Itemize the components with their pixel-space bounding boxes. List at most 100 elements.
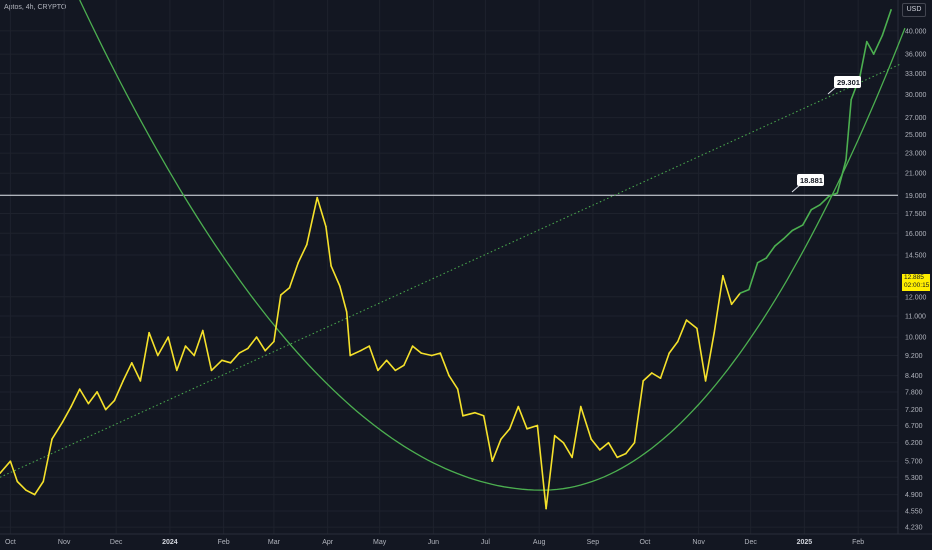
price-point [394,369,397,372]
price-point [130,362,133,364]
price-point [139,380,142,382]
price-point [881,34,884,37]
price-tick-label: 7.800 [905,389,923,396]
price-point [306,243,308,246]
price-point [325,225,327,228]
price-point [385,359,388,362]
price-point [316,196,319,199]
price-point [51,438,53,440]
time-tick-label: Jun [428,539,439,546]
price-point [176,369,178,372]
last-price: 12.885 [904,274,924,281]
price-tick-label: 6.700 [905,423,923,430]
time-tick-label: Oct [5,539,16,546]
time-tick-label: May [373,539,387,546]
price-point [229,362,232,364]
price-point [280,294,282,296]
price-tick-label: 4.550 [905,508,923,515]
price-point [221,359,223,362]
price-point [430,354,433,357]
price-point [456,388,459,390]
callout-layer: 29.301 18.881 [791,76,861,193]
price-point [33,493,36,496]
time-tick-label: Dec [744,539,757,546]
price-point [193,354,195,357]
price-point [87,402,90,405]
price-point [677,340,679,343]
price-point [607,441,610,444]
price-point [482,415,485,417]
price-point [722,274,724,277]
price-tick-label: 21.000 [905,171,927,178]
time-tick-label: Apr [322,539,334,546]
price-point [377,369,379,372]
callout-29301[interactable]: 29.301 [827,76,861,95]
price-tick-label: 40.000 [905,28,927,35]
price-point [439,352,442,354]
parabolic-curve[interactable] [79,0,906,491]
time-tick-label: Feb [218,539,230,546]
price-point [61,421,64,424]
price-point [345,311,348,313]
price-point [448,374,450,377]
price-point [273,340,275,343]
price-tick-label: 17.500 [905,211,927,218]
price-point [845,159,847,161]
price-point [359,349,362,352]
price-point [748,288,750,291]
time-tick-label: Nov [58,539,71,546]
price-point [70,405,72,408]
price-point [148,331,150,334]
price-point [210,369,213,372]
drawing-layer [0,0,906,491]
price-point [255,336,258,338]
price-point [297,261,299,264]
price-point [338,285,341,287]
price-point [202,329,204,332]
time-tick-label: 2025 [797,539,813,546]
price-tick-label: 12.000 [905,294,927,301]
price-tick-label: 6.200 [905,440,923,447]
price-point [659,377,662,380]
price-tick-label: 19.000 [905,193,927,200]
price-point [462,415,464,417]
trend-line[interactable] [0,63,902,478]
time-axis: Oct Nov Dec 2024 Feb Mar Apr May Jun Jul Aug Sep Oct… [5,539,864,546]
price-point [238,352,241,354]
price-point [500,438,502,440]
price-point [156,354,159,357]
price-point [571,456,573,459]
time-tick-label: Dec [110,539,123,546]
price-tick-label: 16.000 [905,231,927,238]
price-point [517,405,520,408]
price-point [774,245,776,247]
price-axis: 40.000 36.000 33.000 30.000 27.000 25.000 23.0… [905,28,927,531]
callout-label: 18.881 [800,176,823,185]
price-point [288,286,291,289]
price-point [616,456,618,459]
time-tick-label: Feb [852,539,864,546]
currency-button[interactable]: USD [902,3,926,17]
price-point [113,399,116,402]
price-point [16,480,19,483]
price-tick-label: 27.000 [905,115,927,122]
callout-label: 29.301 [837,78,860,87]
price-tick-label: 4.230 [905,525,923,532]
price-tick-label: 30.000 [905,92,927,99]
price-point [167,336,169,338]
price-point [739,292,742,294]
callout-18881[interactable]: 18.881 [791,174,824,193]
price-point [599,449,601,451]
time-tick-label: Sep [587,539,600,546]
price-point [633,441,636,444]
time-tick-label: Oct [639,539,650,546]
price-tick-label: 11.000 [905,314,926,321]
price-point [685,319,688,321]
price-tick-label: 33.000 [905,71,927,78]
price-point [810,208,813,211]
price-point [78,388,81,390]
price-tick-label: 36.000 [905,52,927,59]
price-point [264,349,267,352]
price-line [0,196,741,510]
